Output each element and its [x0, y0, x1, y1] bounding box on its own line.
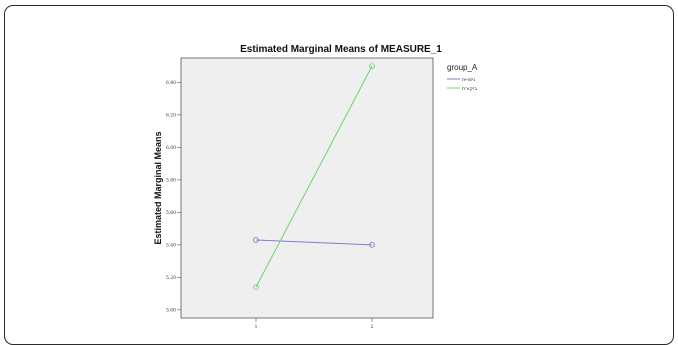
- y-axis-label: Estimated Marginal Means: [153, 131, 163, 244]
- legend-title: group_A: [447, 63, 478, 72]
- y-tick-label: 5.40: [166, 242, 176, 248]
- series-layer: [253, 63, 375, 290]
- x-tick-label: 2: [371, 324, 374, 330]
- chart-title: Estimated Marginal Means of MEASURE_1: [240, 44, 442, 55]
- series-line-1: [255, 239, 373, 246]
- legend: group_A ניסויית ביקורת: [447, 63, 478, 92]
- y-tick-label: 5.00: [166, 307, 176, 313]
- y-tick-label: 5.60: [166, 210, 176, 216]
- series-1-point: [253, 237, 259, 243]
- plot-area: [180, 57, 434, 319]
- y-tick-label: 6.40: [166, 80, 176, 86]
- y-tick-label: 6.20: [166, 112, 176, 118]
- marginal-means-chart: Estimated Marginal Means of MEASURE_1 Es…: [153, 44, 478, 330]
- series-1-point: [369, 242, 375, 248]
- legend-label-series-2: ביקורת: [462, 86, 477, 92]
- legend-label-series-1: ניסויית: [462, 77, 475, 83]
- y-axis-ticks: 5.00 5.20 5.40 5.60 5.80 6.00 6.20 6.40: [166, 80, 181, 313]
- x-tick-label: 1: [255, 324, 258, 330]
- series-2-point: [253, 284, 259, 290]
- y-tick-label: 6.00: [166, 145, 176, 151]
- y-tick-label: 5.80: [166, 177, 176, 183]
- y-tick-label: 5.20: [166, 275, 176, 281]
- series-2-point: [369, 63, 375, 69]
- series-line-2: [255, 65, 373, 288]
